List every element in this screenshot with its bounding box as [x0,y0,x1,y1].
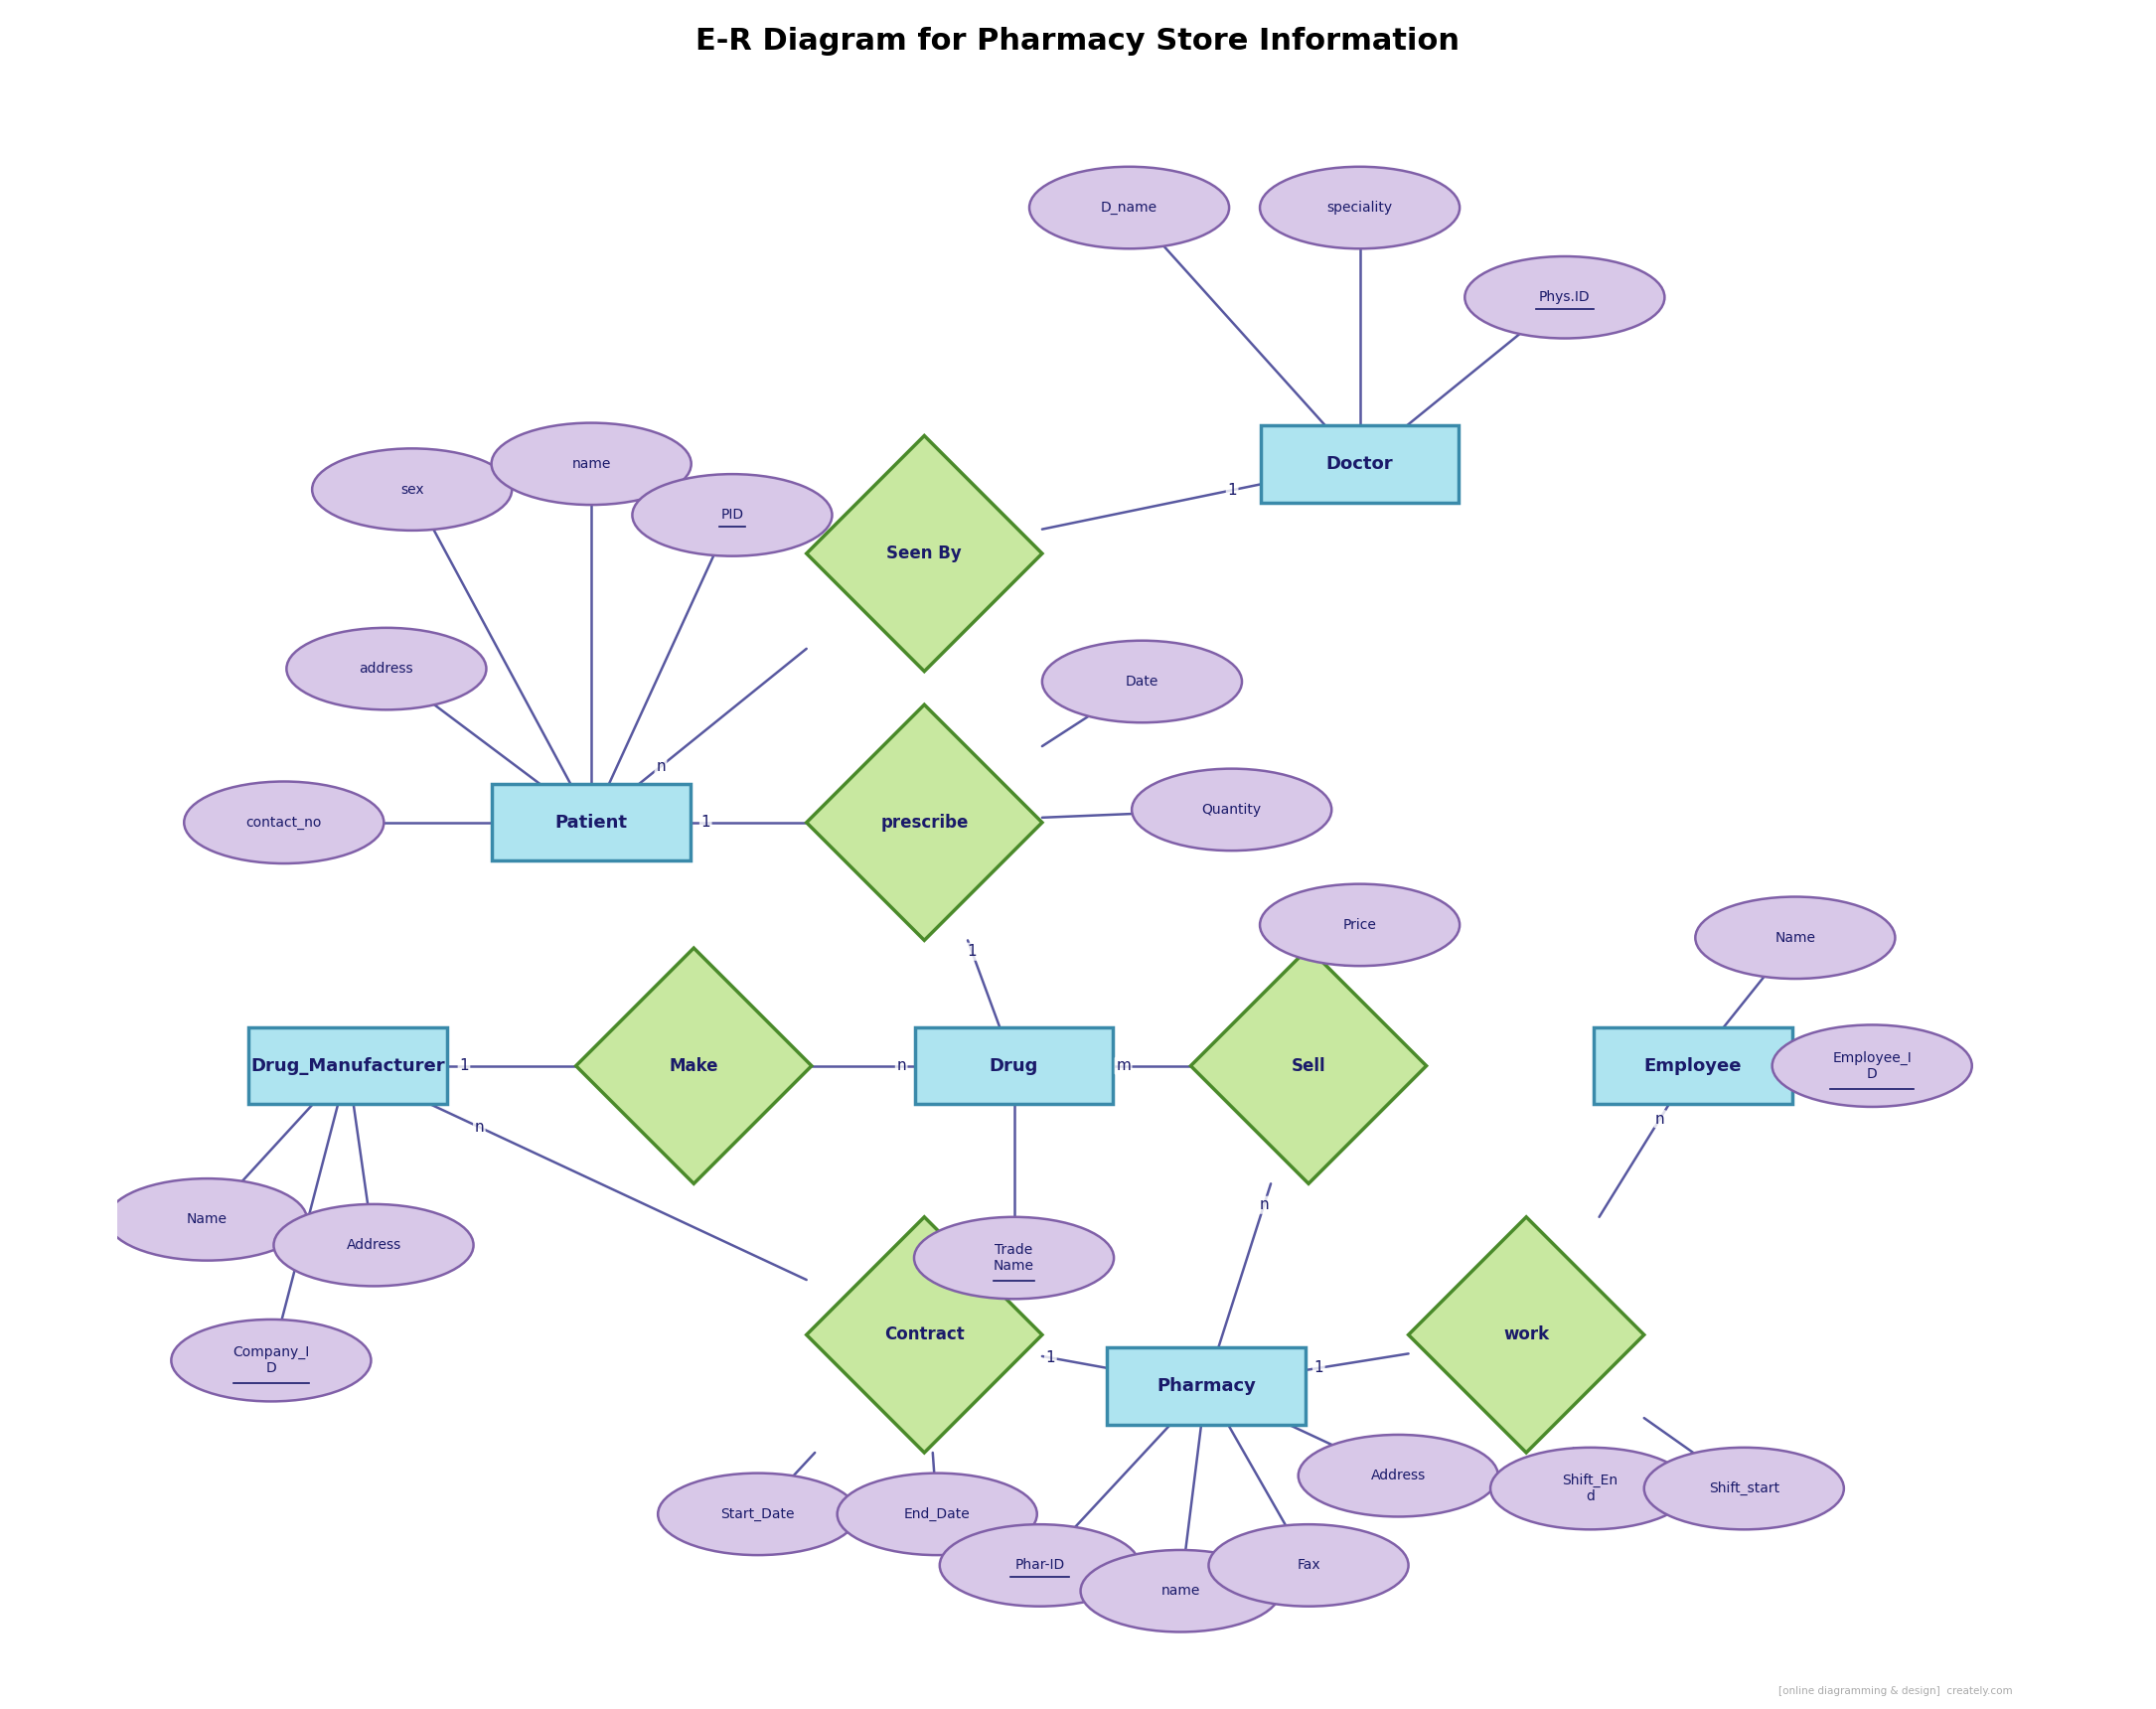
Ellipse shape [658,1473,858,1555]
Text: D_name: D_name [1102,200,1158,215]
Text: PID: PID [720,508,744,521]
Ellipse shape [1028,167,1229,250]
Ellipse shape [1464,256,1664,338]
Text: Drug_Manufacturer: Drug_Manufacturer [250,1056,444,1075]
Text: Date: Date [1125,675,1158,689]
Polygon shape [1190,948,1427,1184]
Text: Drug: Drug [990,1056,1039,1075]
Text: 1: 1 [701,815,711,831]
Ellipse shape [632,473,832,555]
Text: Doctor: Doctor [1326,455,1393,473]
Text: Employee_I
D: Employee_I D [1833,1051,1912,1080]
Ellipse shape [170,1319,371,1401]
Text: Company_I
D: Company_I D [233,1345,310,1376]
FancyBboxPatch shape [914,1027,1112,1104]
FancyBboxPatch shape [492,784,690,861]
Text: Patient: Patient [554,813,627,831]
Text: Phar-ID: Phar-ID [1015,1559,1065,1572]
Text: n: n [474,1119,483,1135]
Text: 1: 1 [968,943,977,959]
Text: address: address [360,661,414,675]
Polygon shape [576,948,811,1184]
FancyBboxPatch shape [1593,1027,1792,1104]
Text: m: m [1117,1058,1130,1073]
Ellipse shape [1132,769,1332,851]
Ellipse shape [1259,884,1460,966]
Ellipse shape [183,781,384,863]
Ellipse shape [313,448,511,530]
Text: Seen By: Seen By [886,545,962,562]
Text: Name: Name [1774,931,1815,945]
Text: 1: 1 [459,1058,468,1073]
Text: 1: 1 [1046,1350,1054,1365]
Ellipse shape [1298,1436,1498,1516]
Text: Shift_start: Shift_start [1710,1482,1779,1495]
Text: Pharmacy: Pharmacy [1156,1377,1255,1395]
Text: n: n [1259,1198,1268,1212]
Ellipse shape [1645,1448,1843,1530]
Ellipse shape [1210,1524,1408,1606]
Text: Quantity: Quantity [1201,803,1261,817]
Ellipse shape [914,1217,1115,1299]
Polygon shape [806,1217,1041,1453]
Text: [online diagramming & design]  creately.com: [online diagramming & design] creately.c… [1779,1687,2014,1695]
Text: name: name [571,456,610,470]
Ellipse shape [837,1473,1037,1555]
Text: Make: Make [668,1056,718,1075]
Ellipse shape [492,422,692,504]
Ellipse shape [274,1205,474,1287]
Text: sex: sex [401,482,425,496]
Text: Contract: Contract [884,1326,964,1343]
Text: End_Date: End_Date [903,1507,970,1521]
Text: Start_Date: Start_Date [720,1507,796,1521]
Ellipse shape [108,1179,306,1261]
Ellipse shape [1041,641,1242,723]
Text: n: n [655,759,666,774]
Text: n: n [897,1058,906,1073]
Text: Trade
Name: Trade Name [994,1242,1035,1273]
Text: Address: Address [1371,1468,1425,1483]
Ellipse shape [940,1524,1141,1606]
Text: Sell: Sell [1291,1056,1326,1075]
Text: Address: Address [347,1239,401,1253]
Text: E-R Diagram for Pharmacy Store Information: E-R Diagram for Pharmacy Store Informati… [696,27,1460,56]
Text: contact_no: contact_no [246,815,321,829]
Ellipse shape [1695,897,1895,979]
Ellipse shape [1259,167,1460,250]
Text: speciality: speciality [1326,200,1393,215]
Ellipse shape [1772,1025,1973,1107]
Text: name: name [1160,1584,1201,1598]
Polygon shape [806,436,1041,672]
FancyBboxPatch shape [1261,426,1460,502]
Ellipse shape [287,627,487,709]
Text: 1: 1 [1313,1360,1324,1376]
Text: Employee: Employee [1643,1056,1742,1075]
Text: Fax: Fax [1296,1559,1319,1572]
Text: work: work [1503,1326,1550,1343]
Polygon shape [1408,1217,1645,1453]
Polygon shape [806,704,1041,940]
Ellipse shape [1080,1550,1281,1632]
Text: 1: 1 [1227,482,1238,497]
Text: Name: Name [188,1213,229,1227]
Text: Shift_En
d: Shift_En d [1563,1473,1619,1504]
FancyBboxPatch shape [248,1027,446,1104]
Ellipse shape [1490,1448,1690,1530]
FancyBboxPatch shape [1106,1348,1304,1425]
Text: prescribe: prescribe [880,813,968,831]
Text: n: n [1656,1111,1664,1126]
Text: Price: Price [1343,918,1376,931]
Text: Phys.ID: Phys.ID [1539,291,1591,304]
